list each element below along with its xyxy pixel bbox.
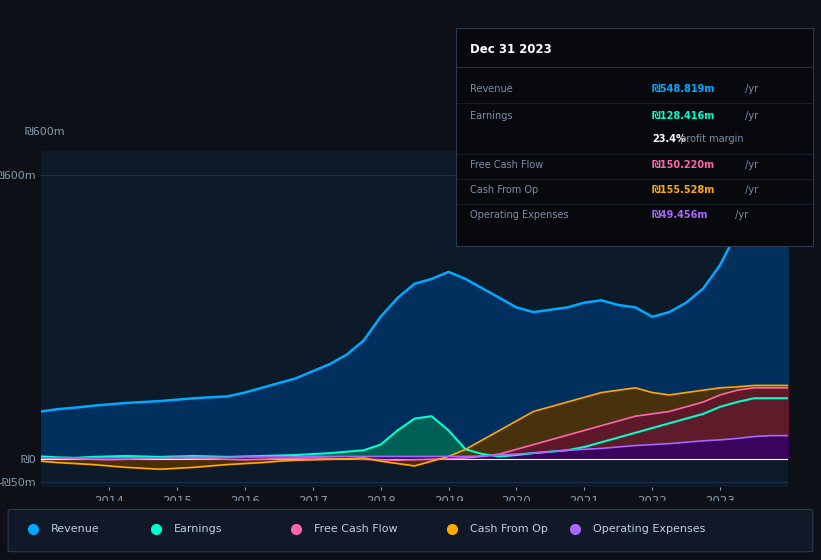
Text: Revenue: Revenue: [470, 84, 512, 94]
Text: ₪600m: ₪600m: [25, 127, 65, 137]
Text: Earnings: Earnings: [470, 111, 512, 122]
Text: Cash From Op: Cash From Op: [470, 524, 548, 534]
Text: Free Cash Flow: Free Cash Flow: [470, 160, 544, 170]
Text: ₪128.416m: ₪128.416m: [652, 111, 715, 122]
Text: Dec 31 2023: Dec 31 2023: [470, 43, 552, 57]
Text: /yr: /yr: [742, 160, 759, 170]
Text: profit margin: profit margin: [677, 134, 744, 144]
Text: Earnings: Earnings: [174, 524, 222, 534]
FancyBboxPatch shape: [8, 510, 813, 552]
Text: Revenue: Revenue: [51, 524, 99, 534]
Text: Free Cash Flow: Free Cash Flow: [314, 524, 397, 534]
Text: /yr: /yr: [742, 84, 759, 94]
Text: ₪150.220m: ₪150.220m: [652, 160, 715, 170]
Text: Cash From Op: Cash From Op: [470, 185, 539, 195]
Text: ₪49.456m: ₪49.456m: [652, 210, 709, 220]
Text: Operating Expenses: Operating Expenses: [593, 524, 705, 534]
Text: 23.4%: 23.4%: [652, 134, 686, 144]
Text: Operating Expenses: Operating Expenses: [470, 210, 569, 220]
Text: ₪548.819m: ₪548.819m: [652, 84, 715, 94]
Text: ₪155.528m: ₪155.528m: [652, 185, 715, 195]
Text: /yr: /yr: [732, 210, 748, 220]
Text: /yr: /yr: [742, 111, 759, 122]
Text: /yr: /yr: [742, 185, 759, 195]
